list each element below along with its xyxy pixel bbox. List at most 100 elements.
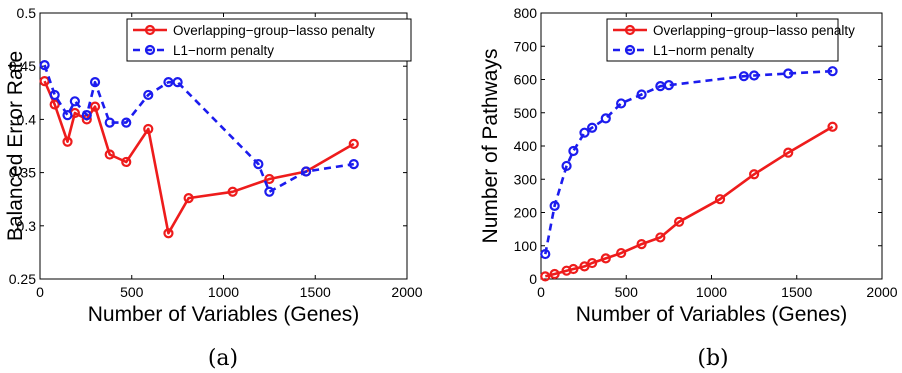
chart-b-x-tick-label: 1500 [781, 284, 812, 300]
chart-a-series-l1-norm-point [163, 77, 174, 88]
chart-b-series-l1-norm-line [544, 69, 833, 255]
chart-a-series-l1-norm-point [143, 89, 154, 101]
chart-a-x-tick-label: 0 [36, 284, 44, 300]
chart-a-series-group-lasso-point [62, 136, 73, 147]
chart-a-legend-label: L1−norm penalty [173, 43, 274, 58]
chart-a-y-tick-label: 0.25 [9, 271, 36, 287]
chart-a-series-l1-norm-point [49, 89, 60, 101]
chart-a-series-group-lasso-point [104, 149, 115, 160]
chart-b-series-l1-norm-point [568, 145, 579, 157]
chart-a-y-tick-label: 0.45 [9, 58, 36, 74]
chart-a-x-tick-label: 500 [120, 284, 144, 300]
chart-b-y-tick-label: 600 [514, 72, 538, 88]
chart-b-series-l1-norm-point [540, 248, 551, 260]
chart-b-series-l1-norm-point [616, 98, 627, 109]
chart-b-series-l1-norm [540, 66, 838, 260]
chart-b-series-group-lasso-point [783, 147, 794, 158]
chart-b-caption: (b) [697, 346, 728, 371]
chart-b-series-l1-norm-point [600, 113, 611, 124]
chart-b-x-tick-label: 0 [537, 284, 545, 300]
chart-a-series-l1-norm-point [300, 166, 312, 177]
chart-a-series-group-lasso-point [264, 173, 275, 185]
chart-a-legend: Overlapping−group−lasso penalty L1−norm p… [126, 18, 412, 62]
chart-a-series-l1-norm-point [69, 96, 80, 107]
chart-b-series-l1-norm-point [561, 160, 572, 172]
chart-b-series-group-lasso-point [568, 263, 579, 275]
chart-a-series-group-lasso-point [163, 228, 174, 239]
chart-b-series-group-lasso-point [714, 194, 726, 205]
chart-a-series-l1-norm-point [348, 158, 359, 170]
chart-a-series-group-lasso-point [348, 138, 359, 149]
chart-b-series-group-lasso-point [540, 271, 551, 282]
chart-b-series-group-lasso [540, 121, 838, 282]
chart-a-series-l1-norm-line [43, 64, 354, 194]
chart-b-y-tick-label: 700 [514, 38, 538, 54]
chart-a-series-l1-norm-point [264, 186, 275, 197]
chart-b-series-group-lasso-point [636, 238, 647, 250]
chart-a-series-l1-norm-point [104, 117, 115, 128]
chart-a-series-l1-norm [39, 60, 359, 197]
chart-b-legend: Overlapping−group−lasso penalty L1−norm p… [606, 18, 855, 62]
chart-b-series-group-lasso-point [587, 257, 598, 269]
chart-b-y-tick-label: 500 [514, 105, 538, 121]
chart-a-series-l1-norm-point [253, 158, 264, 170]
chart-a-series-l1-norm-point [39, 60, 50, 71]
chart-a-series-group-lasso-point [89, 101, 101, 112]
chart-b-series-group-lasso-point [674, 216, 685, 227]
chart-b-series-l1-norm-point [738, 71, 749, 82]
chart-a-legend-marker [144, 44, 156, 56]
chart-a-y-tick-label: 0.3 [17, 218, 37, 234]
chart-b-legend-box [606, 18, 839, 62]
chart-b-legend-marker [624, 24, 636, 36]
chart-b-y-tick-label: 200 [514, 205, 538, 221]
chart-b-y-tick-label: 0 [529, 271, 537, 287]
chart-a-series-group-lasso-point [39, 75, 50, 87]
chart-a-series-group-lasso-point [227, 186, 238, 197]
chart-b-legend-marker [624, 44, 636, 56]
chart-b-y-tick-label: 100 [514, 238, 538, 254]
chart-b-series-group-lasso-point [549, 268, 560, 280]
chart-a-series-group-lasso [39, 75, 359, 239]
chart-a-y-axis-label: Balanced Error Rate [4, 51, 27, 241]
chart-b-x-tick-label: 2000 [866, 284, 897, 300]
chart-a-series-l1-norm-point [89, 77, 101, 88]
chart-a-series-l1-norm-point [172, 77, 183, 88]
chart-a-x-tick-label: 1500 [300, 284, 331, 300]
chart-a-series-group-lasso-point [49, 99, 60, 110]
chart-a-series-group-lasso-line [43, 80, 355, 235]
chart-a-legend-label: Overlapping−group−lasso penalty [173, 23, 375, 38]
chart-a-series-l1-norm-point [62, 110, 73, 121]
chart-a-series-l1-norm-point [121, 117, 132, 128]
chart-b-legend-label: Overlapping−group−lasso penalty [653, 23, 855, 38]
chart-a-legend-marker [144, 24, 156, 36]
chart-a-series-group-lasso-point [183, 193, 194, 204]
chart-b-y-tick-label: 400 [514, 138, 538, 154]
chart-b-x-tick-label: 500 [615, 284, 639, 300]
chart-a-y-tick-label: 0.4 [17, 111, 37, 127]
chart-b-series-group-lasso-point [827, 121, 838, 132]
chart-b-series-l1-norm-point [663, 80, 674, 91]
chart-b-series-l1-norm-point [579, 127, 590, 138]
chart-b-x-axis-label: Number of Variables (Genes) [576, 303, 848, 326]
chart-a-y-tick-label: 0.5 [17, 5, 37, 21]
chart-a-series-group-lasso-point [143, 123, 154, 135]
chart-b-series-group-lasso-point [749, 169, 760, 180]
chart-b-series-l1-norm-point [783, 68, 794, 79]
chart-b-series-group-lasso-point [600, 253, 611, 264]
chart-b-y-tick-label: 800 [514, 5, 538, 21]
chart-a: 0 500 1000 1500 2000 0.25 0.3 0.35 0.4 0.45 0.5 Num… [4, 5, 423, 371]
chart-a-series-group-lasso-point [121, 156, 132, 168]
chart-b: 0 500 1000 1500 2000 0 100 200 300 400 500 600 700 80… [479, 5, 898, 371]
chart-a-series-l1-norm-point [81, 110, 92, 121]
chart-a-x-tick-label: 1000 [208, 284, 239, 300]
chart-b-series-l1-norm-point [549, 200, 560, 211]
chart-b-series-l1-norm-point [636, 89, 647, 100]
chart-b-legend-label: L1−norm penalty [653, 43, 754, 58]
chart-a-legend-box [126, 18, 412, 62]
chart-b-series-l1-norm-point [749, 70, 760, 81]
chart-b-y-tick-label: 300 [514, 171, 538, 187]
chart-b-series-group-lasso-point [616, 247, 627, 259]
chart-b-series-group-lasso-point [655, 232, 666, 243]
chart-b-series-l1-norm-point [827, 66, 838, 77]
